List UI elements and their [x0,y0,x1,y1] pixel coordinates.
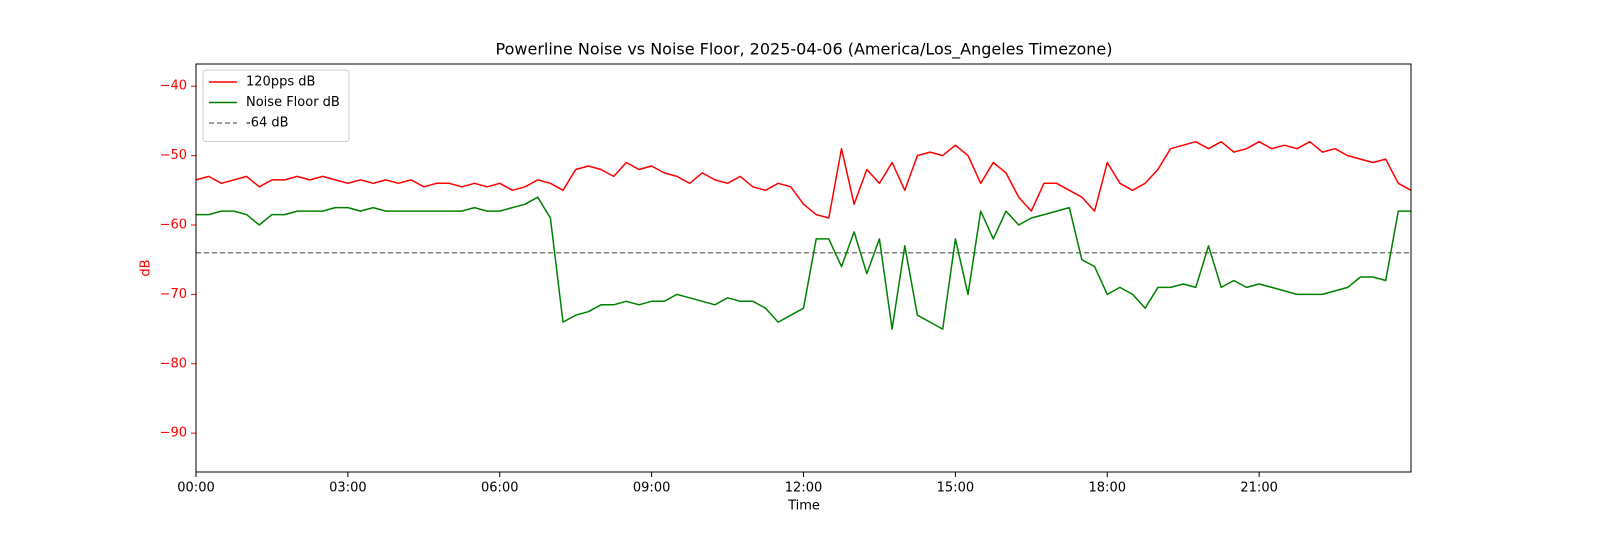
x-tick-label: 06:00 [481,481,518,496]
legend-label: 120pps dB [246,75,315,90]
x-axis-label: Time [787,499,820,514]
y-axis-label: dB [139,259,154,276]
x-tick-label: 21:00 [1240,481,1277,496]
y-tick-label: −70 [160,287,187,302]
y-tick-label: −40 [160,79,187,94]
x-tick-label: 18:00 [1089,481,1126,496]
x-tick-label: 00:00 [177,481,214,496]
y-tick-label: −60 [160,217,187,232]
x-tick-label: 09:00 [633,481,670,496]
y-tick-label: −80 [160,356,187,371]
series-line [196,196,1411,330]
y-tick-label: −90 [160,426,187,441]
x-tick-label: 15:00 [937,481,974,496]
legend-label: -64 dB [246,116,289,131]
x-tick-label: 03:00 [329,481,366,496]
legend-label: Noise Floor dB [246,95,340,110]
y-tick-label: −50 [160,148,187,163]
plot-frame [195,63,1412,473]
chart-title: Powerline Noise vs Noise Floor, 2025-04-… [496,40,1113,60]
x-tick-label: 12:00 [785,481,822,496]
series-line [195,140,1412,219]
legend-box [202,69,350,142]
